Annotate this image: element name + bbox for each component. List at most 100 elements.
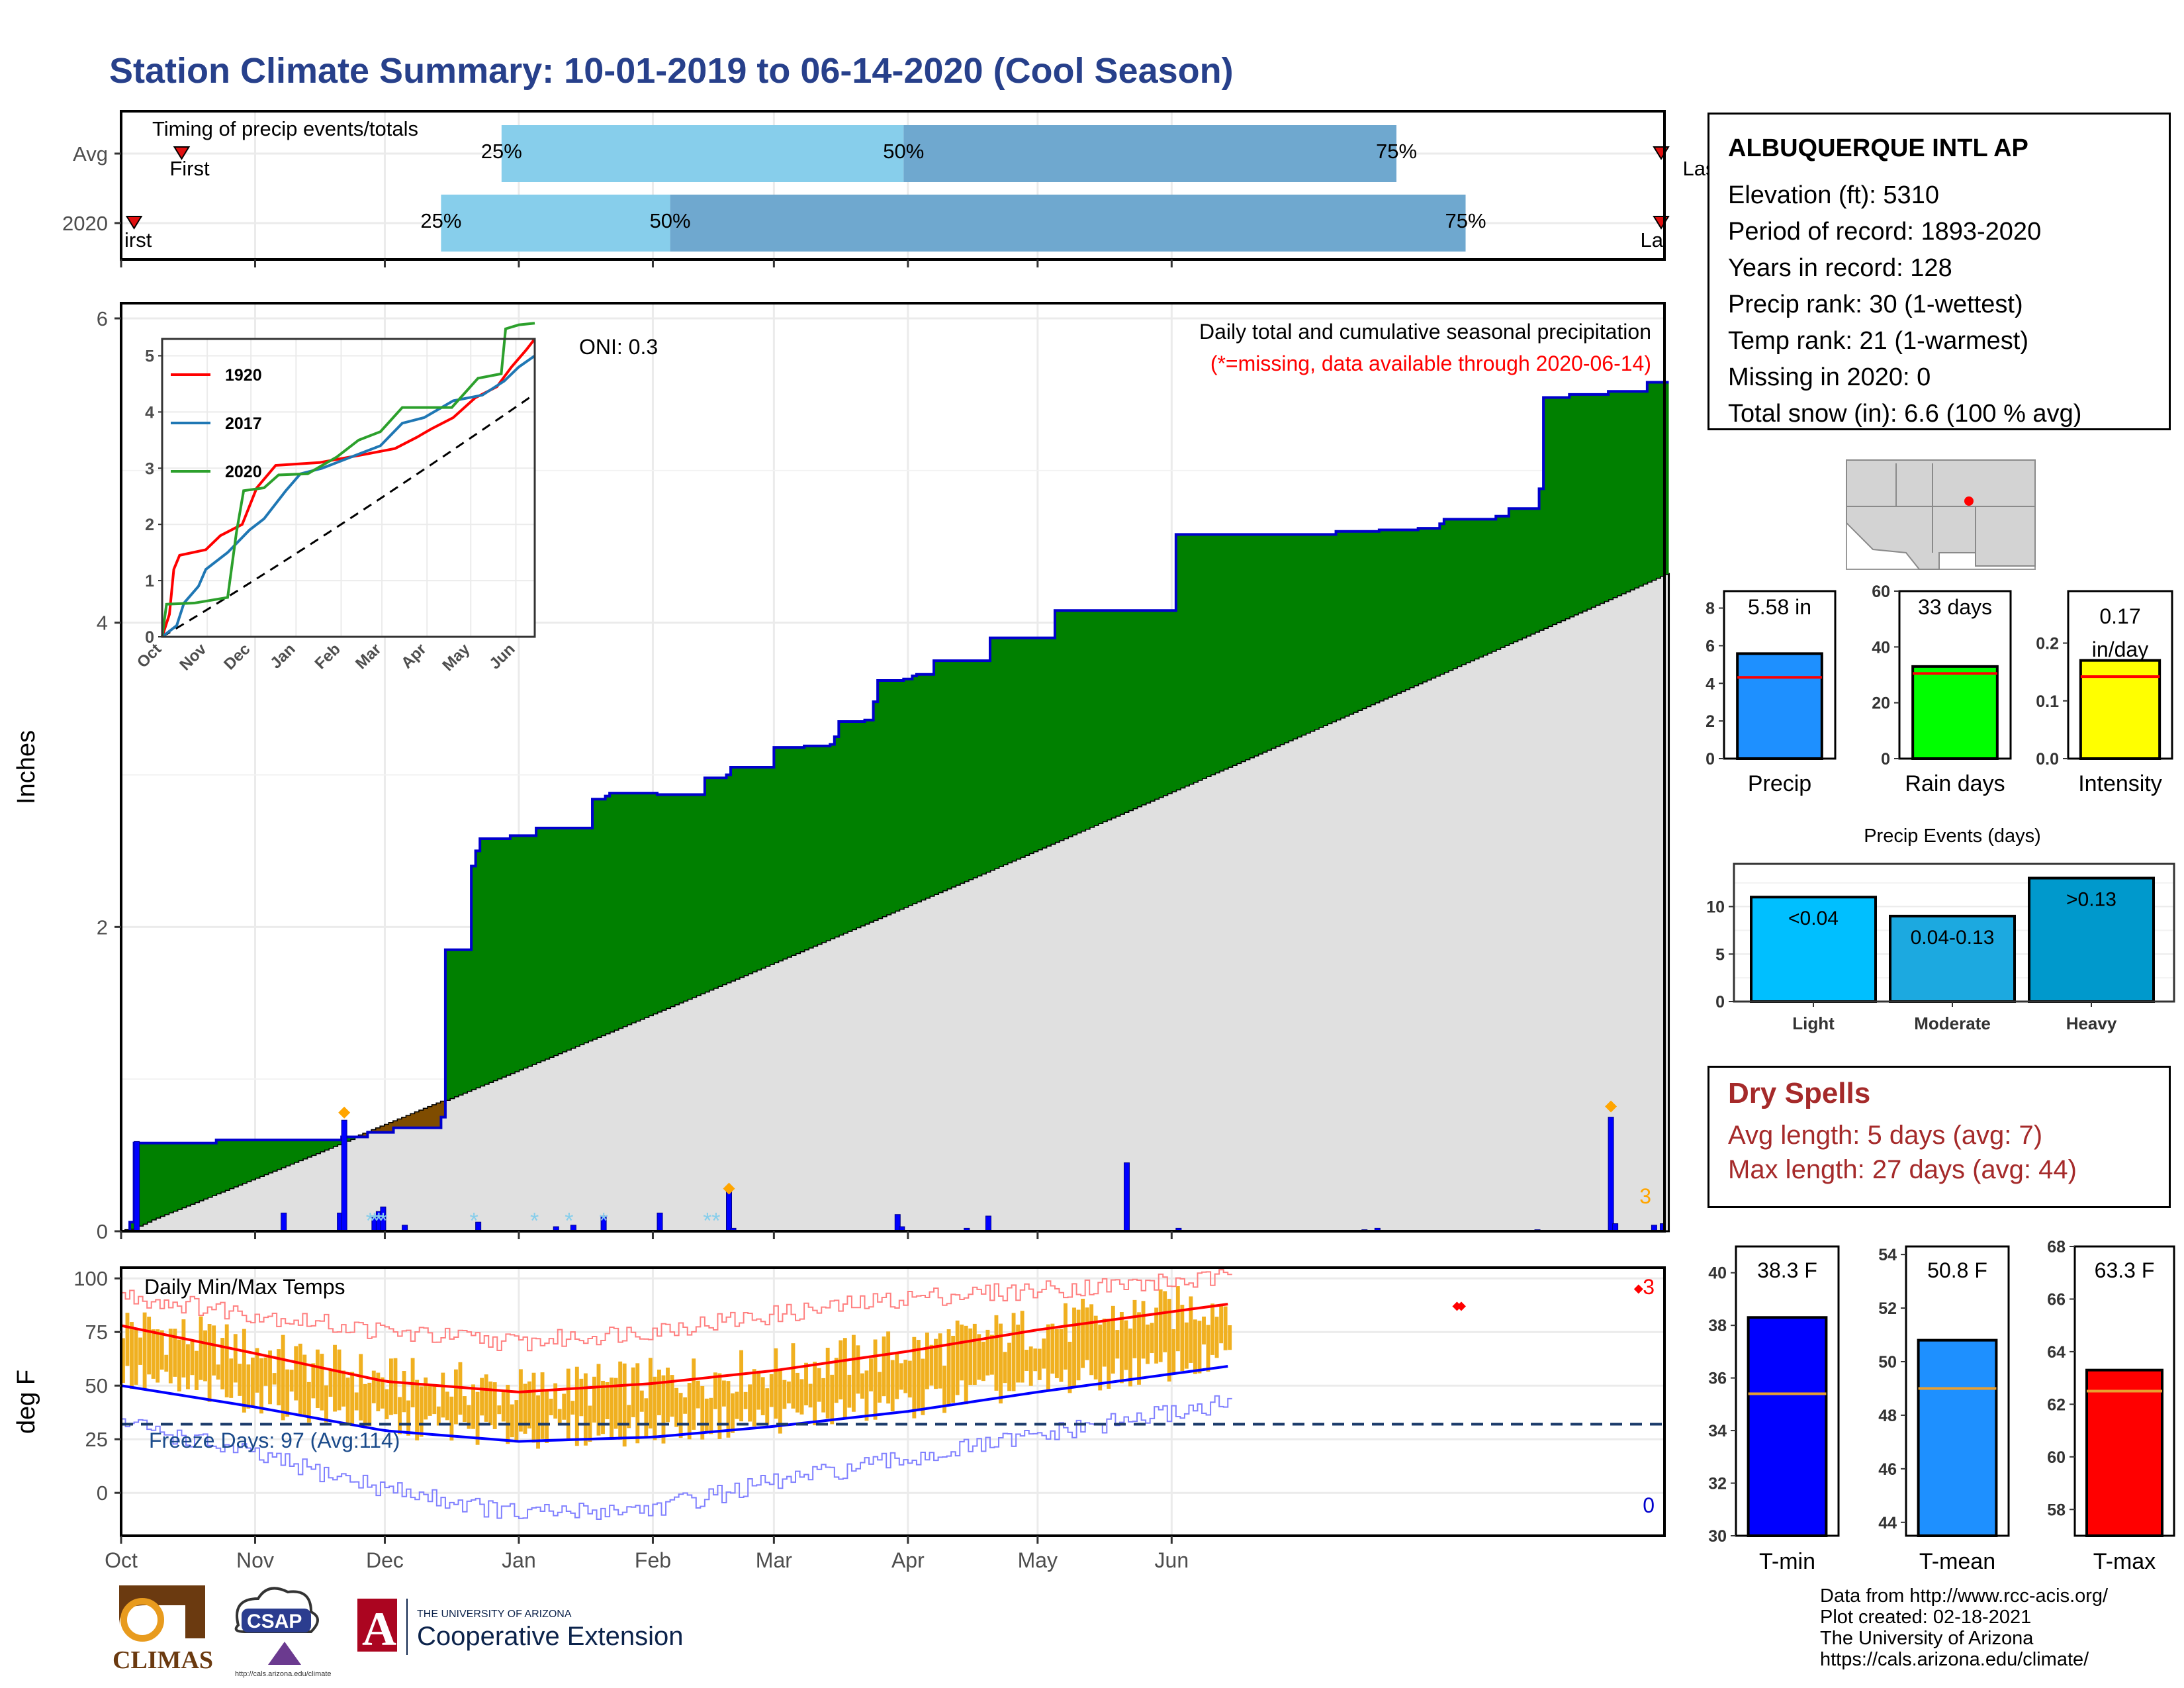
temp-daily-bar — [869, 1358, 873, 1391]
precip-oni: ONI: 0.3 — [579, 335, 658, 359]
credit-line: The University of Arizona — [1820, 1628, 2034, 1649]
events-ytick-label: 10 — [1706, 898, 1725, 917]
temp-daily-bar — [635, 1363, 640, 1444]
temp-daily-bar — [1119, 1312, 1124, 1383]
temp-daily-bar — [912, 1336, 917, 1419]
temp-daily-bar — [527, 1381, 531, 1429]
temp-daily-bar — [1076, 1309, 1081, 1381]
temp-daily-bar — [583, 1373, 588, 1446]
precip-ytick-label: 4 — [97, 612, 108, 635]
panel-ytick-label: 0.1 — [2036, 692, 2059, 711]
dry-spells-title: Dry Spells — [1728, 1077, 1871, 1109]
temp-daily-bar — [821, 1378, 826, 1413]
panel-ytick-label: 68 — [2047, 1238, 2066, 1256]
temp-daily-bar — [549, 1398, 553, 1416]
timing-bar-50-75 — [670, 195, 1466, 252]
precip-ylabel: Inches — [13, 730, 40, 804]
panel-ytick-label: 60 — [2047, 1448, 2066, 1467]
temp-daily-bar — [324, 1385, 328, 1423]
temp-daily-bar — [721, 1380, 726, 1407]
temp-daily-bar — [497, 1405, 502, 1415]
temp-daily-bar — [540, 1372, 545, 1439]
temp-daily-bar — [808, 1383, 813, 1408]
temp-daily-bar — [207, 1324, 212, 1402]
timing-first-label-avg: First — [169, 157, 210, 180]
credits: Data from http://www.rcc-acis.org/ Plot … — [1820, 1585, 2108, 1670]
temp-daily-bar — [453, 1369, 458, 1425]
temp-daily-bar — [311, 1363, 316, 1399]
panel-ytick-label: 0.0 — [2036, 750, 2059, 769]
temp-xtick-label: Nov — [236, 1548, 274, 1572]
temp-corner-count-top: 3 — [1643, 1275, 1655, 1299]
panel-name-Precip: Precip — [1748, 771, 1811, 796]
temp-daily-bar — [402, 1371, 406, 1413]
temp-daily-bar — [506, 1384, 510, 1444]
station-precip-rank: Precip rank: 30 (1-wettest) — [1728, 291, 2023, 318]
temp-daily-bar — [696, 1380, 700, 1409]
temp-daily-bar — [255, 1348, 259, 1393]
events-category-label: Light — [1792, 1013, 1835, 1033]
panel-ytick-label: 38 — [1708, 1317, 1727, 1335]
timing-marker-first — [173, 146, 191, 160]
credit-line: Plot created: 02-18-2021 — [1820, 1607, 2032, 1628]
temp-daily-bar — [644, 1398, 649, 1436]
csap-logo-text: CSAP — [247, 1611, 302, 1632]
temp-daily-bar — [173, 1329, 177, 1377]
temp-daily-bar — [639, 1390, 644, 1412]
events-title: Precip Events (days) — [1864, 825, 2041, 847]
temp-daily-bar — [488, 1382, 493, 1426]
temp-daily-bar — [562, 1393, 567, 1420]
temp-daily-bar — [190, 1341, 195, 1376]
ua-logo-mark-bg — [357, 1599, 397, 1652]
panel-ytick-label: 34 — [1708, 1422, 1727, 1440]
temp-daily-bar — [1059, 1329, 1064, 1382]
temp-record-high-line — [121, 1269, 1232, 1352]
temp-daily-bar — [601, 1380, 605, 1434]
temp-daily-bar — [653, 1376, 657, 1440]
temp-daily-bar — [666, 1368, 670, 1423]
temp-frame — [120, 1266, 1666, 1537]
timing-label-50: 50% — [650, 209, 691, 232]
precip-snow-marker: * — [375, 1208, 383, 1233]
temp-daily-bar — [1167, 1299, 1171, 1382]
station-years: Years in record: 128 — [1728, 254, 1952, 282]
precip-snow-marker: * — [379, 1208, 387, 1233]
map-states-outline — [1846, 459, 2036, 570]
precip-ytick-label: 2 — [97, 915, 108, 939]
temp-daily-bar — [804, 1362, 808, 1405]
temp-daily-bar — [756, 1370, 761, 1410]
temp-daily-bar — [1228, 1325, 1232, 1350]
temp-daily-bar — [670, 1375, 674, 1417]
panel-value-label-Intensity: in/day — [2092, 637, 2148, 661]
temp-daily-bar — [825, 1347, 830, 1419]
temp-daily-bar — [164, 1354, 169, 1372]
inset-series-2020 — [161, 322, 535, 637]
temp-daily-bar — [813, 1362, 817, 1426]
temp-daily-bar — [1011, 1313, 1016, 1391]
temp-daily-bar — [860, 1373, 864, 1399]
temp-daily-bar — [471, 1384, 475, 1429]
inset-ytick-label: 3 — [145, 459, 154, 478]
precip-heavy-event-marker — [723, 1182, 735, 1195]
temp-xtick-label: May — [1018, 1548, 1058, 1572]
panel-value-label-Intensity: 0.17 — [2099, 604, 2140, 628]
temp-daily-bar — [428, 1385, 432, 1416]
precip-heavy-event-marker — [338, 1106, 351, 1119]
panel-bar-Rain days — [1911, 665, 1999, 760]
temp-daily-bar — [791, 1343, 796, 1409]
temp-daily-bar — [380, 1377, 385, 1409]
temp-daily-bar — [851, 1335, 856, 1412]
precip-ytick-label: 0 — [97, 1220, 108, 1243]
temp-daily-bar — [596, 1364, 601, 1436]
dry-spells-avg: Avg length: 5 days (avg: 7) — [1728, 1121, 2043, 1150]
temp-daily-bar — [272, 1373, 277, 1385]
temp-daily-bar — [259, 1358, 263, 1414]
temp-daily-bar — [363, 1383, 367, 1429]
temp-daily-bar — [981, 1341, 985, 1382]
climas-logo-text: CLIMAS — [113, 1646, 213, 1674]
panel-ytick-label: 58 — [2047, 1501, 2066, 1519]
temp-daily-bar — [1054, 1329, 1059, 1378]
temp-daily-bar — [946, 1329, 951, 1406]
precip-snow-marker: * — [530, 1208, 539, 1233]
